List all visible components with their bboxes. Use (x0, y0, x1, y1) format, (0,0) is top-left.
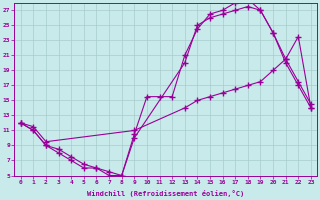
X-axis label: Windchill (Refroidissement éolien,°C): Windchill (Refroidissement éolien,°C) (87, 190, 244, 197)
